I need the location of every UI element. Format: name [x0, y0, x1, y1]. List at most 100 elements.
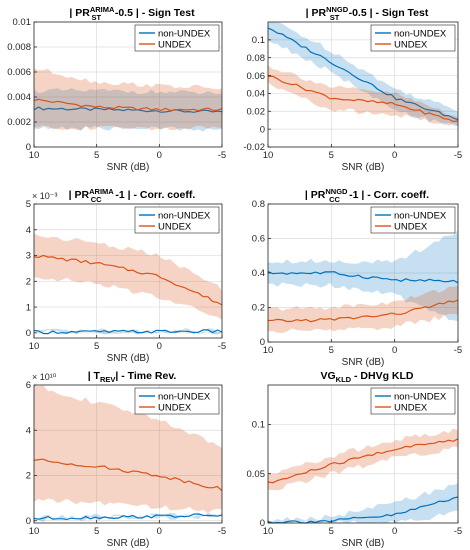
axes-box — [267, 21, 459, 148]
y-tick-label: 0.2 — [252, 303, 265, 314]
x-tick-label: 10 — [29, 526, 40, 537]
band-non-undex — [268, 22, 458, 127]
axes-box — [33, 203, 223, 339]
legend-box — [370, 206, 456, 234]
x-tick-label: 10 — [263, 345, 274, 356]
band-undex — [268, 428, 458, 491]
chart-title: | PRNNGD CC -1 | - Corr. coeff. — [305, 187, 429, 204]
y-tick-label: 0.006 — [7, 67, 31, 78]
y-tick-label: 0 — [260, 518, 265, 529]
band-non-undex — [268, 230, 458, 322]
legend-label-undex: UNDEX — [394, 222, 428, 233]
y-tick-label: 2 — [26, 471, 31, 482]
x-tick-label: 5 — [329, 345, 334, 356]
legend-label-non-undex: non-UNDEX — [394, 392, 447, 403]
x-axis-label: SNR (dB) — [107, 162, 150, 173]
line-non-undex — [267, 496, 459, 524]
line-undex — [33, 254, 223, 306]
legend-box — [370, 387, 456, 415]
y-tick-label: 5 — [26, 199, 31, 210]
band-undex — [34, 233, 222, 320]
y-tick-label: 0.004 — [7, 92, 31, 103]
chart-panel-6: 10 5 0 -5 0 0.05 0.1 VGKLD - DHVg KLD SNR (dB) no… — [247, 370, 463, 549]
y-tick-label: 2 — [26, 277, 31, 288]
y-tick-label: 0.01 — [13, 17, 32, 28]
chart-title: | PRNNGD ST -0.5 | - Sign Test — [306, 5, 429, 22]
legend-label-undex: UNDEX — [394, 403, 428, 414]
y-tick-label: 0.05 — [247, 469, 266, 480]
axes-box — [267, 384, 459, 524]
y-tick-label: 0.08 — [247, 53, 266, 64]
y-tick-label: 0 — [260, 337, 265, 348]
y-tick-label: 0.8 — [252, 199, 265, 210]
y-tick-label: 0 — [26, 328, 31, 339]
y-tick-label: 0.04 — [247, 89, 266, 100]
x-axis-label: SNR (dB) — [342, 162, 385, 173]
legend-box — [134, 206, 220, 234]
band-undex — [34, 68, 222, 131]
chart-panel-1: 10 5 0 -5 0 0.002 0.004 0.006 0.008 0.01 | PRARIMA… — [7, 5, 226, 173]
chart-title: | PRARIMA CC -1 | - Corr. coeff. — [69, 187, 196, 204]
y-tick-label: 0 — [26, 516, 31, 527]
x-tick-label: -5 — [218, 150, 226, 161]
x-tick-label: 0 — [392, 526, 397, 537]
axis-exponent: × 10⁻³ — [32, 191, 58, 201]
line-non-undex — [267, 271, 459, 284]
x-axis-label: SNR (dB) — [342, 538, 385, 549]
line-non-undex — [267, 27, 459, 121]
y-tick-label: 4 — [26, 225, 31, 236]
x-tick-label: 10 — [29, 150, 40, 161]
x-tick-label: 0 — [157, 526, 162, 537]
chart-title: | TREV| - Time Rev. — [88, 370, 177, 384]
line-non-undex — [33, 329, 223, 335]
legend-label-non-undex: non-UNDEX — [158, 29, 211, 40]
x-tick-label: 10 — [29, 341, 40, 352]
chart-panel-2: 10 5 0 -5 -0.02 0 0.02 0.04 0.06 0.08 0.1 | PRNNGD S… — [243, 5, 462, 173]
axes-box — [33, 384, 223, 524]
y-tick-label: 0.008 — [7, 42, 31, 53]
y-tick-label: 1 — [26, 302, 31, 313]
x-tick-label: 10 — [263, 526, 274, 537]
x-tick-label: 5 — [94, 150, 99, 161]
legend-label-undex: UNDEX — [158, 222, 192, 233]
line-non-undex — [33, 106, 223, 113]
x-tick-label: 5 — [94, 341, 99, 352]
y-tick-label: 0.06 — [247, 71, 266, 82]
x-tick-label: 0 — [392, 345, 397, 356]
y-tick-label: 0.4 — [252, 268, 265, 279]
x-tick-label: -5 — [218, 526, 226, 537]
legend-label-non-undex: non-UNDEX — [394, 29, 447, 40]
x-tick-label: 5 — [94, 526, 99, 537]
y-tick-label: 0.1 — [252, 35, 265, 46]
legend-label-undex: UNDEX — [158, 403, 192, 414]
legend-label-non-undex: non-UNDEX — [394, 211, 447, 222]
chart-title: | PRARIMA ST -0.5 | - Sign Test — [69, 5, 195, 22]
band-undex — [34, 385, 222, 513]
line-undex — [33, 458, 223, 492]
line-undex — [267, 75, 459, 123]
band-undex — [268, 65, 458, 127]
x-tick-label: -5 — [218, 341, 226, 352]
y-tick-label: 0 — [260, 124, 265, 135]
y-tick-label: -0.02 — [243, 142, 265, 153]
band-non-undex — [34, 328, 222, 335]
x-tick-label: -5 — [454, 526, 462, 537]
x-axis-label: SNR (dB) — [107, 353, 150, 364]
legend-label-non-undex: non-UNDEX — [158, 211, 211, 222]
band-undex — [268, 286, 458, 333]
legend-label-undex: UNDEX — [394, 40, 428, 51]
chart-title: VGKLD - DHVg KLD — [320, 370, 413, 384]
axes-box — [33, 21, 223, 148]
legend-box — [370, 24, 456, 52]
band-non-undex — [268, 483, 458, 523]
x-tick-label: 0 — [392, 150, 397, 161]
line-non-undex — [33, 513, 223, 521]
y-tick-label: 0.1 — [252, 420, 265, 431]
y-tick-label: 4 — [26, 425, 31, 436]
